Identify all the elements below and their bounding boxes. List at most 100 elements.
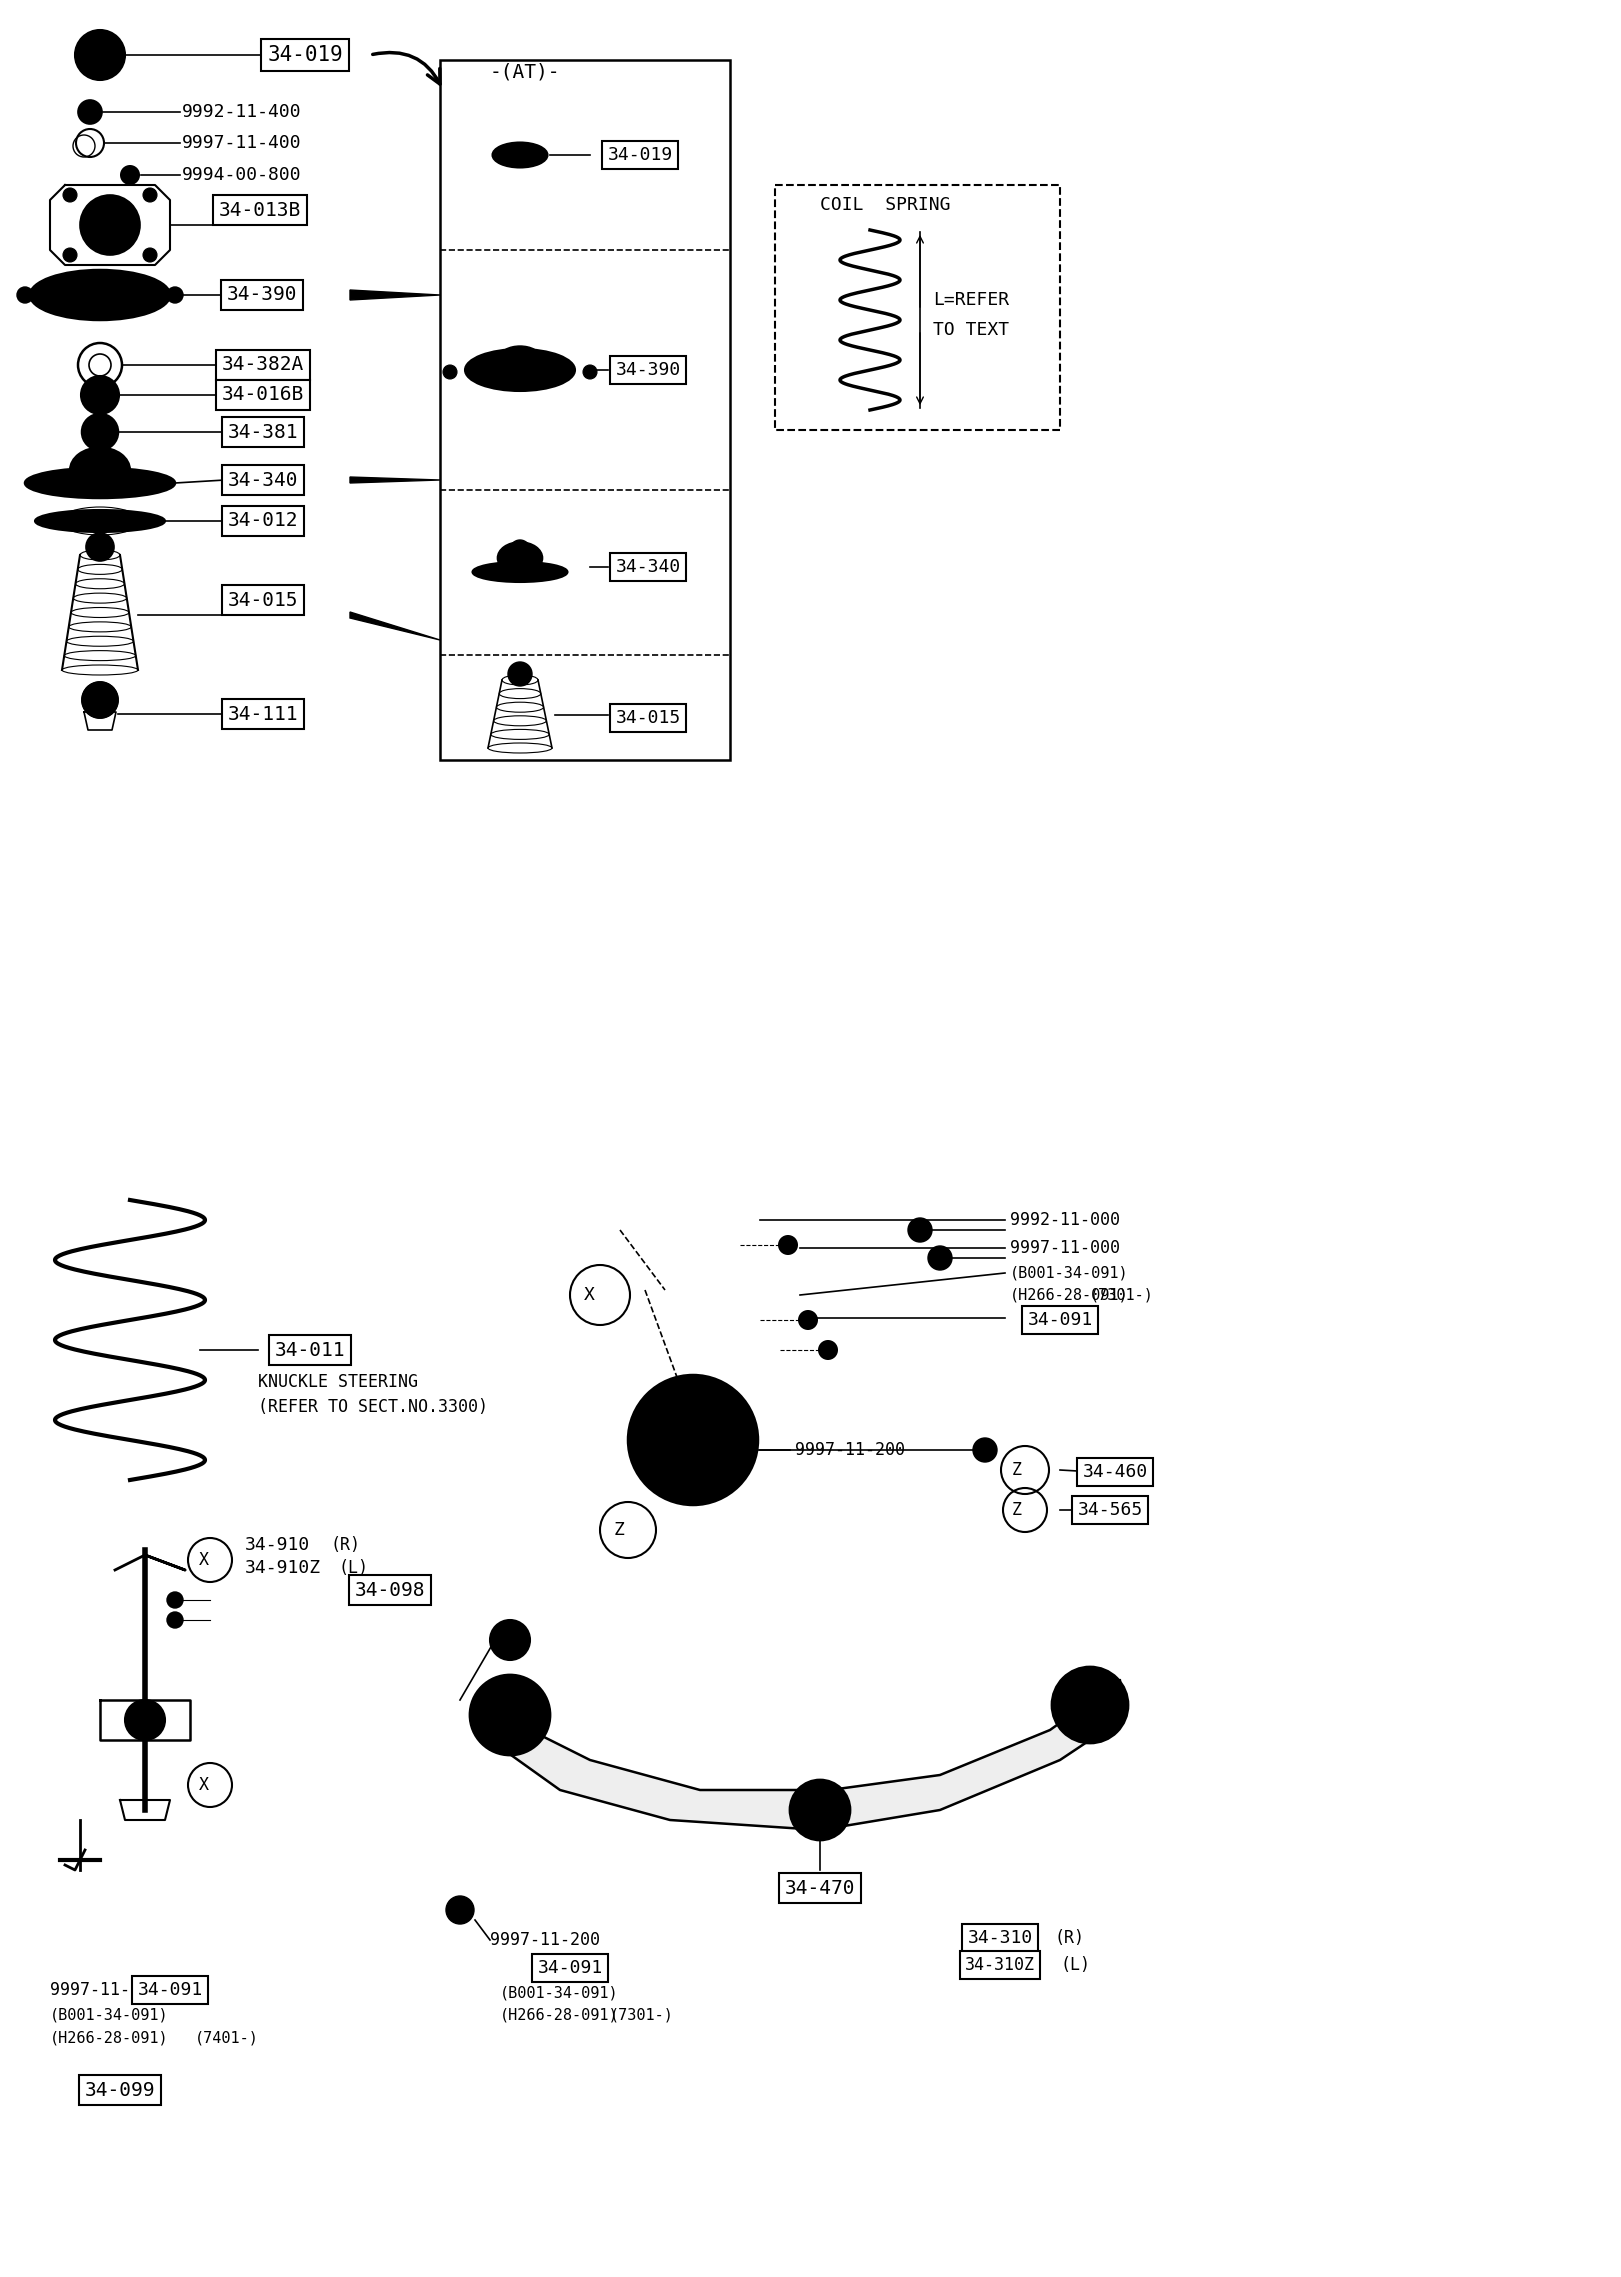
- Circle shape: [804, 1794, 836, 1826]
- Text: 34-091: 34-091: [538, 1958, 603, 1976]
- Ellipse shape: [70, 449, 130, 492]
- Text: 34-340: 34-340: [616, 558, 681, 576]
- Circle shape: [167, 1612, 183, 1628]
- Text: 34-470: 34-470: [785, 1879, 856, 1897]
- Text: Z: Z: [1012, 1501, 1021, 1519]
- Circle shape: [91, 387, 109, 403]
- Circle shape: [908, 1218, 932, 1241]
- Circle shape: [499, 1630, 520, 1651]
- Text: 34-015: 34-015: [227, 590, 298, 610]
- Circle shape: [75, 30, 125, 80]
- Circle shape: [79, 196, 139, 255]
- Ellipse shape: [506, 148, 535, 162]
- Text: 34-011: 34-011: [274, 1341, 345, 1359]
- Circle shape: [490, 1619, 530, 1660]
- Circle shape: [120, 164, 139, 184]
- Text: 34-910Z: 34-910Z: [245, 1560, 321, 1578]
- Ellipse shape: [88, 462, 112, 474]
- Text: L=REFER: L=REFER: [934, 291, 1010, 310]
- Text: (B001-34-091): (B001-34-091): [499, 1986, 619, 2001]
- Circle shape: [91, 271, 110, 289]
- Text: (B001-34-091): (B001-34-091): [1010, 1266, 1128, 1280]
- Text: 9997-11-200: 9997-11-200: [794, 1441, 905, 1460]
- Polygon shape: [490, 1680, 1120, 1831]
- Bar: [439, 59, 729, 761]
- Circle shape: [86, 533, 113, 560]
- Text: 9992-11-400: 9992-11-400: [182, 102, 302, 121]
- Circle shape: [1070, 1685, 1110, 1726]
- Circle shape: [81, 376, 118, 414]
- Circle shape: [92, 48, 107, 61]
- Circle shape: [78, 100, 102, 123]
- Ellipse shape: [472, 562, 567, 583]
- Text: Z: Z: [1012, 1462, 1021, 1480]
- Text: 34-910: 34-910: [245, 1537, 310, 1553]
- Circle shape: [1052, 1667, 1128, 1742]
- Ellipse shape: [36, 510, 165, 533]
- Circle shape: [488, 1694, 532, 1737]
- Text: -(AT)-: -(AT)-: [490, 61, 561, 82]
- Ellipse shape: [465, 348, 575, 392]
- Ellipse shape: [71, 453, 128, 483]
- Ellipse shape: [488, 357, 553, 383]
- Text: X: X: [199, 1776, 209, 1794]
- Text: 34-310: 34-310: [968, 1929, 1033, 1947]
- Text: 34-098: 34-098: [355, 1580, 425, 1598]
- Text: 34-340: 34-340: [227, 471, 298, 490]
- Text: (L): (L): [1060, 1956, 1089, 1974]
- Text: (7301-): (7301-): [1089, 1287, 1154, 1302]
- Text: (H266-28-091): (H266-28-091): [499, 2008, 619, 2022]
- Text: 34-382A: 34-382A: [222, 355, 305, 373]
- Text: (R): (R): [331, 1537, 360, 1553]
- Circle shape: [167, 287, 183, 303]
- Ellipse shape: [499, 346, 540, 369]
- Polygon shape: [350, 476, 439, 483]
- Circle shape: [125, 171, 135, 180]
- Circle shape: [789, 1781, 849, 1840]
- Circle shape: [514, 667, 525, 681]
- Text: TO TEXT: TO TEXT: [934, 321, 1010, 339]
- Text: 9997-11-200: 9997-11-200: [490, 1931, 600, 1949]
- Text: 34-015: 34-015: [616, 708, 681, 726]
- Text: 34-016B: 34-016B: [222, 385, 305, 405]
- Text: 9992-11-000: 9992-11-000: [1010, 1211, 1120, 1230]
- Text: 34-111: 34-111: [227, 704, 298, 724]
- Text: (L): (L): [339, 1560, 368, 1578]
- Circle shape: [83, 414, 118, 451]
- Text: 34-091: 34-091: [1028, 1312, 1093, 1330]
- Text: (H266-28-091): (H266-28-091): [50, 2031, 169, 2045]
- Circle shape: [143, 189, 157, 203]
- Circle shape: [658, 1405, 728, 1475]
- Circle shape: [143, 248, 157, 262]
- Text: 34-381: 34-381: [227, 424, 298, 442]
- Text: 34-390: 34-390: [616, 362, 681, 378]
- Circle shape: [91, 690, 110, 710]
- Text: (7401-): (7401-): [195, 2031, 259, 2045]
- Ellipse shape: [493, 143, 548, 168]
- Circle shape: [167, 1592, 183, 1608]
- Circle shape: [63, 189, 78, 203]
- Text: 9997-11-000: 9997-11-000: [1010, 1239, 1120, 1257]
- Circle shape: [91, 421, 110, 442]
- Ellipse shape: [498, 542, 543, 574]
- Text: KNUCKLE STEERING: KNUCKLE STEERING: [258, 1373, 418, 1391]
- Circle shape: [84, 107, 96, 118]
- Text: 34-013B: 34-013B: [219, 200, 302, 219]
- Ellipse shape: [79, 458, 120, 478]
- Text: Z: Z: [614, 1521, 624, 1539]
- Circle shape: [511, 540, 530, 560]
- Circle shape: [927, 1246, 952, 1271]
- Text: 34-012: 34-012: [227, 512, 298, 531]
- Text: (7301-): (7301-): [609, 2008, 674, 2022]
- Text: 34-019: 34-019: [608, 146, 673, 164]
- Circle shape: [94, 455, 105, 469]
- Ellipse shape: [78, 287, 123, 305]
- Circle shape: [584, 364, 597, 378]
- Bar: [775, 184, 1060, 430]
- Circle shape: [92, 540, 107, 553]
- Polygon shape: [350, 289, 439, 301]
- Circle shape: [16, 287, 32, 303]
- Text: (H266-28-091): (H266-28-091): [1010, 1287, 1128, 1302]
- Circle shape: [443, 364, 457, 378]
- Text: (REFER TO SECT.NO.3300): (REFER TO SECT.NO.3300): [258, 1398, 488, 1416]
